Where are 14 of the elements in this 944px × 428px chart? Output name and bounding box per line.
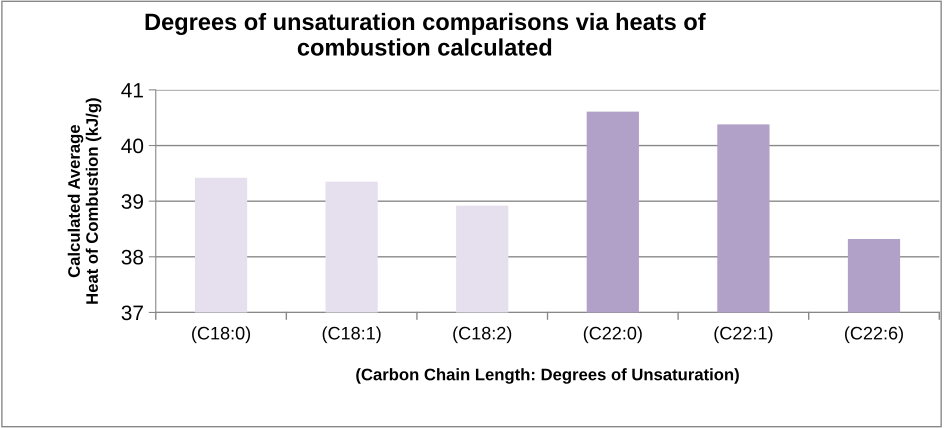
x-tick-label: (C22:0) (584, 326, 642, 344)
x-tick-label: (C22:6) (845, 326, 903, 344)
x-tick-label: (C22:1) (714, 326, 772, 344)
y-tick-label: 39 (122, 194, 143, 209)
x-tick-label: (C18:1) (322, 326, 381, 344)
x-axis-title: (Carbon Chain Length: Degrees of Unsaturation) (356, 368, 739, 384)
y-tick-label: 38 (122, 250, 144, 265)
y-axis-title: Calculated Average Heat of Combustion (kJ/g) (68, 98, 102, 304)
x-tick-label: (C18:0) (192, 326, 250, 344)
y-tick-label: 37 (122, 305, 143, 320)
chart-title: Degrees of unsaturation comparisons via heats of combustion calculated (146, 12, 706, 56)
y-tick-label: 40 (121, 138, 144, 154)
y-tick-label: 41 (121, 83, 143, 98)
x-tick-label: (C18:2) (453, 326, 512, 344)
